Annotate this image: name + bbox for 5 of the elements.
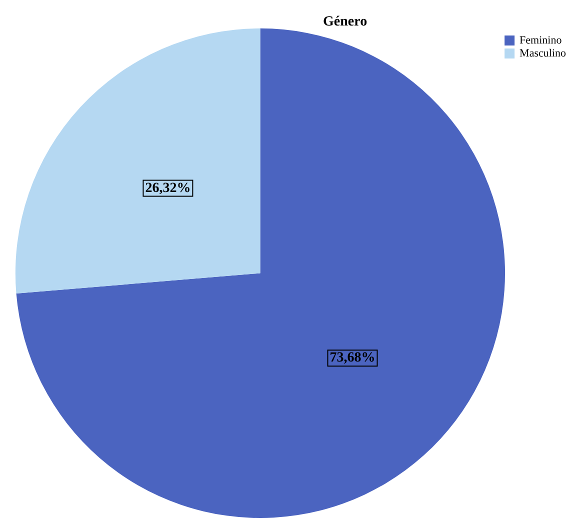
legend-label: Feminino (520, 34, 562, 46)
chart-title: Género (323, 14, 368, 30)
legend-label: Masculino (520, 48, 566, 60)
data-label: 73,68% (330, 350, 376, 366)
data-label: 26,32% (145, 180, 191, 196)
